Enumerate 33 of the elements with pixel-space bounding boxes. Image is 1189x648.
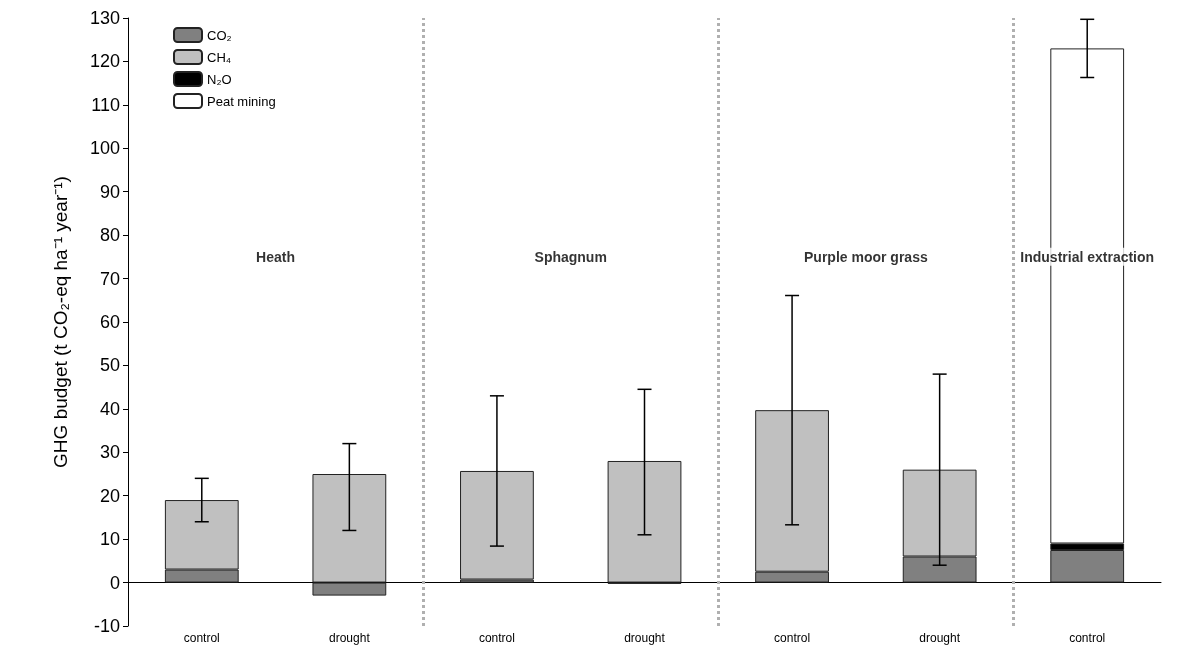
- x-tick-label: drought: [919, 631, 961, 645]
- y-tick-label: -10: [93, 616, 120, 636]
- y-tick-label: 90: [99, 181, 120, 202]
- bar: [607, 460, 682, 583]
- legend-label: N₂O: [207, 71, 232, 87]
- legend-label: CO₂: [207, 27, 232, 43]
- x-tick-label: control: [183, 631, 220, 645]
- y-tick-label: 100: [89, 138, 120, 159]
- y-tick-label: 120: [89, 51, 120, 72]
- y-tick-label: 130: [89, 8, 120, 28]
- y-tick-label: 10: [99, 529, 120, 550]
- annotation: Industrial extraction: [1020, 248, 1155, 265]
- y-tick-label: 110: [91, 94, 120, 115]
- y-tick-label: 40: [99, 398, 120, 419]
- y-tick-label: 60: [99, 312, 120, 332]
- x-tick-label: control: [1069, 631, 1106, 645]
- y-tick-label: 50: [99, 355, 120, 376]
- annotation: Heath: [256, 248, 296, 265]
- y-tick-label: 70: [99, 268, 120, 289]
- x-tick-label: drought: [329, 631, 371, 645]
- bar: [460, 470, 534, 580]
- legend-label: Peat mining: [207, 93, 276, 109]
- x-tick-label: control: [478, 631, 515, 645]
- x-tick-label: drought: [624, 631, 666, 645]
- y-tick-label: 0: [109, 572, 120, 593]
- y-tick-label: 20: [99, 485, 120, 506]
- annotation: Sphagnum: [534, 248, 607, 265]
- x-tick-label: control: [774, 631, 811, 645]
- y-axis-title: GHG budget (t CO₂-eq ha⁻¹ year⁻¹): [50, 176, 71, 468]
- annotation: Purple moor grass: [804, 248, 928, 265]
- legend-label: CH₄: [207, 49, 232, 65]
- y-tick-label: 80: [99, 225, 120, 246]
- y-tick-label: 30: [99, 442, 120, 463]
